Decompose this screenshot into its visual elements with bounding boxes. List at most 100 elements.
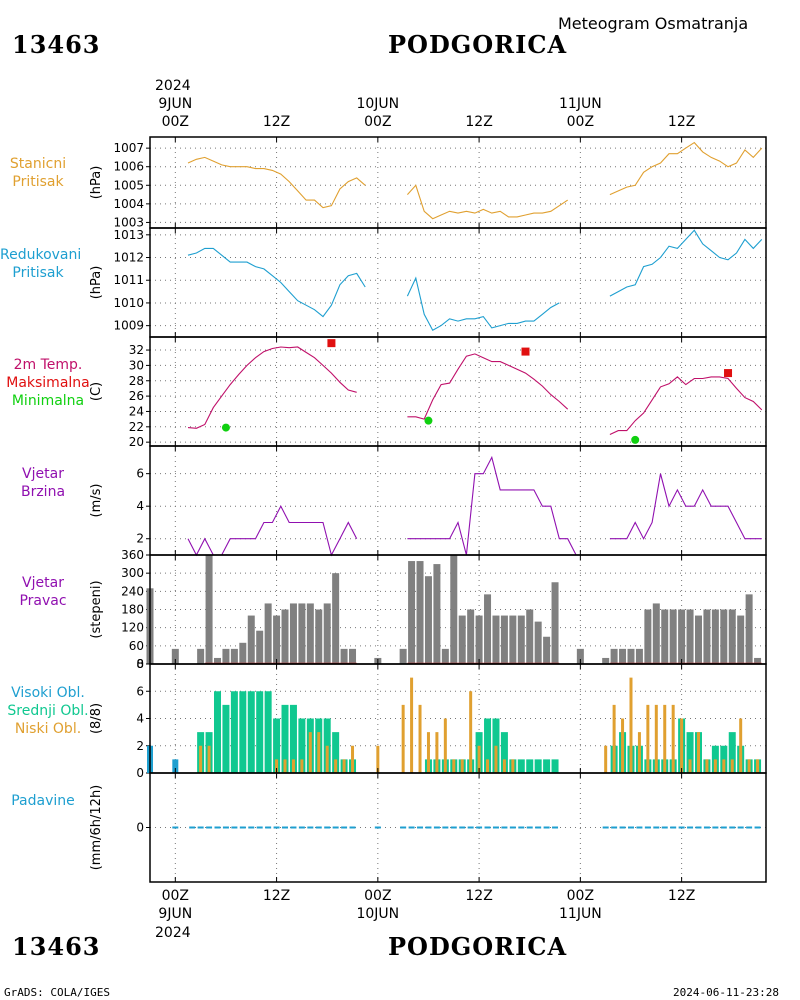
wind-dir-bar-37 <box>526 609 534 664</box>
cloud-low-bar-3 <box>283 759 287 773</box>
cloud-low-bar-18 <box>443 718 447 773</box>
cloud-low-bar-11 <box>351 745 355 773</box>
cloud-low-bar-14 <box>410 677 414 773</box>
unit-label-p6: (mm/6h/12h) <box>89 785 104 871</box>
wind-dir-bar-39 <box>543 636 551 664</box>
cloud-mid-bar-5 <box>239 691 247 773</box>
unit-label-p2: (C) <box>89 382 104 401</box>
label-cloud-low: Niski Obl. <box>14 721 82 737</box>
wind-dir-bar-29 <box>458 615 466 664</box>
wind-dir-bar-33 <box>492 615 500 664</box>
ytick-label-p6-0: 0 <box>136 821 144 835</box>
wind-dir-bar-20 <box>349 648 357 664</box>
wind-speed-line-1 <box>407 455 577 556</box>
cloud-low-bar-5 <box>300 759 304 773</box>
wind-dir-bar-13 <box>289 603 297 664</box>
cloud-low-bar-4 <box>291 759 295 773</box>
cloud-low-bar-7 <box>317 732 321 773</box>
panel-frame-0 <box>149 136 767 229</box>
ytick-label-p4-0: 0 <box>136 657 144 671</box>
wind-dir-bar-43 <box>610 648 618 664</box>
top-date-label-0: 9JUN <box>158 96 193 112</box>
cloud-low-bar-38 <box>696 732 700 773</box>
wind-dir-bar-40 <box>551 582 559 664</box>
ytick-label-p2-5: 30 <box>129 358 144 372</box>
reduced-pressure-line-0 <box>187 247 366 318</box>
cloud-low-bar-20 <box>460 759 464 773</box>
cloud-low-bar-1 <box>207 745 211 773</box>
label-wind-speed: Vjetar Brzina <box>0 465 86 501</box>
wind-dir-bar-2 <box>197 648 205 664</box>
unit-label-p0: (hPa) <box>89 166 104 200</box>
cloud-mid-bar-8 <box>264 691 272 773</box>
cloud-low-bar-40 <box>713 759 717 773</box>
wind-dir-bar-53 <box>694 615 702 664</box>
wind-dir-bar-26 <box>433 564 441 664</box>
label-wind-dir-line1: Vjetar <box>22 575 64 591</box>
unit-label-p5: (8/8) <box>89 703 104 734</box>
cloud-mid-bar-11 <box>289 704 297 773</box>
cloud-low-bar-45 <box>756 759 760 773</box>
temperature-line-2 <box>609 376 763 435</box>
cloud-mid-bar-34 <box>551 759 559 773</box>
wind-dir-bar-52 <box>686 609 694 664</box>
ytick-label-p0-1: 1004 <box>113 197 144 211</box>
cloud-mid-bar-33 <box>543 759 551 773</box>
ytick-label-p0-3: 1006 <box>113 160 144 174</box>
label-precip-line1: Padavine <box>11 793 75 809</box>
ytick-label-p2-2: 24 <box>129 404 144 418</box>
cloud-low-bar-33 <box>654 704 658 773</box>
cloud-low-bar-43 <box>739 718 743 773</box>
cloud-low-bar-36 <box>680 718 684 773</box>
top-hour-label-1: 12Z <box>262 114 291 130</box>
wind-dir-bar-23 <box>408 561 416 664</box>
temperature-line-1 <box>407 353 569 420</box>
label-cloud-mid: Srednji Obl. <box>7 703 89 719</box>
wind-dir-bar-30 <box>467 609 475 664</box>
wind-dir-bar-34 <box>500 615 508 664</box>
cloud-mid-bar-28 <box>500 732 508 773</box>
ytick-label-p0-0: 1003 <box>113 215 144 229</box>
cloud-low-bar-42 <box>730 759 734 773</box>
cloud-low-bar-17 <box>435 732 439 773</box>
cloud-low-bar-41 <box>722 759 726 773</box>
cloud-low-bar-10 <box>342 759 346 773</box>
wind-dir-bar-31 <box>475 615 483 664</box>
ytick-label-p2-0: 20 <box>129 435 144 449</box>
cloud-mid-bar-9 <box>273 718 281 773</box>
cloud-mid-bar-44 <box>686 732 694 773</box>
cloud-low-bar-2 <box>275 759 279 773</box>
wind-dir-bar-50 <box>669 609 677 664</box>
cloud-low-bar-8 <box>325 745 329 773</box>
ytick-label-p1-4: 1013 <box>113 228 144 242</box>
wind-dir-bar-27 <box>441 648 449 664</box>
wind-dir-bar-54 <box>703 609 711 664</box>
station-id-top: 13463 <box>12 30 101 59</box>
cloud-mid-bar-2 <box>214 691 222 773</box>
cloud-low-bar-0 <box>199 745 203 773</box>
cloud-low-bar-34 <box>663 704 667 773</box>
cloud-low-bar-24 <box>494 745 498 773</box>
tmax-marker-2 <box>724 369 733 378</box>
ytick-label-p3-1: 4 <box>136 499 144 513</box>
tmax-marker-1 <box>521 347 530 356</box>
wind-dir-bar-4 <box>214 657 222 664</box>
wind-dir-bar-5 <box>222 648 230 664</box>
top-hour-label-4: 00Z <box>566 114 595 130</box>
wind-dir-bar-17 <box>323 603 331 664</box>
ytick-label-p4-3: 180 <box>121 603 144 617</box>
label-reduced-pressure-line2: Pritisak <box>12 265 64 281</box>
label-wind-dir-line2: Pravac <box>19 593 67 609</box>
cloud-low-bar-31 <box>637 732 641 773</box>
wind-dir-bar-28 <box>450 555 458 664</box>
wind-dir-bar-46 <box>635 648 643 664</box>
wind-dir-bar-57 <box>728 609 736 664</box>
bottom-hour-label-0: 00Z <box>161 888 190 904</box>
cloud-mid-bar-31 <box>526 759 534 773</box>
wind-dir-bar-44 <box>619 648 627 664</box>
wind-dir-bar-45 <box>627 648 635 664</box>
cloud-low-bar-30 <box>629 677 633 773</box>
wind-dir-bar-49 <box>661 609 669 664</box>
wind-dir-bar-16 <box>315 609 323 664</box>
cloud-low-bar-19 <box>452 759 456 773</box>
